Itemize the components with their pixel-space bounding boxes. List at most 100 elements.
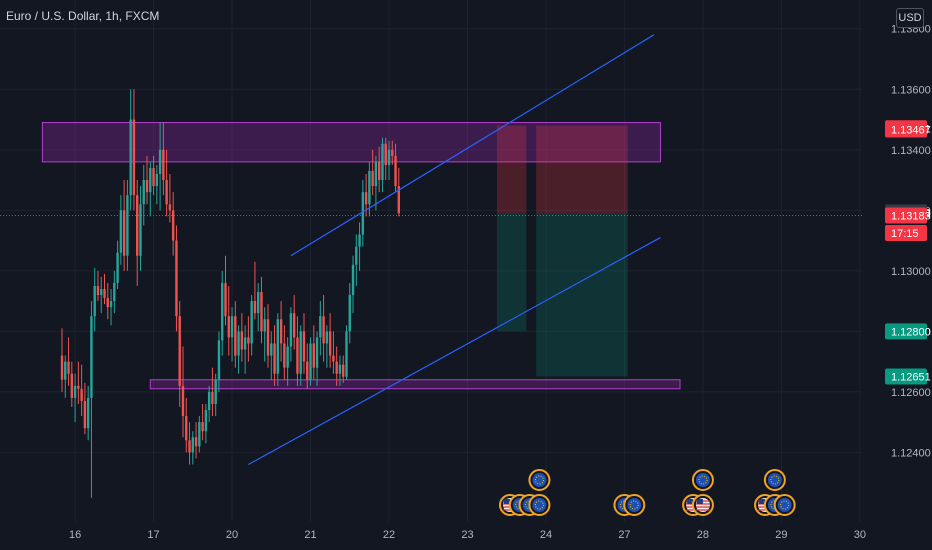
upper-channel-line[interactable] bbox=[290, 34, 655, 257]
candle-body bbox=[381, 143, 384, 181]
candle-body bbox=[185, 416, 188, 441]
candle-body bbox=[348, 295, 351, 332]
candle-body bbox=[299, 331, 302, 374]
price-badge: 1.13467 bbox=[885, 121, 931, 138]
price-badge: 1.12651 bbox=[885, 368, 931, 385]
candle-body bbox=[119, 210, 123, 253]
candle-body bbox=[113, 282, 116, 302]
candle-body bbox=[64, 361, 67, 380]
candle-body bbox=[342, 364, 345, 377]
price-tick-label: 1.13600 bbox=[891, 84, 931, 96]
time-tick-label: 16 bbox=[69, 529, 81, 541]
candle-body bbox=[361, 192, 365, 235]
candle-body bbox=[283, 343, 286, 368]
time-tick-label: 24 bbox=[540, 529, 552, 541]
candle-body bbox=[224, 282, 227, 317]
short-position-2-target-area[interactable] bbox=[536, 213, 628, 377]
candle-body bbox=[214, 379, 217, 404]
candle-body bbox=[132, 119, 136, 196]
candle-body bbox=[328, 331, 332, 356]
eu-flag-event-icon[interactable] bbox=[691, 469, 714, 491]
candle-body bbox=[322, 316, 325, 344]
candle-body bbox=[309, 343, 312, 380]
price-badge: 17:15 bbox=[885, 225, 927, 242]
candle-body bbox=[96, 285, 100, 296]
candle-body bbox=[106, 298, 109, 308]
price-badges: 1.134711.134671.131931.131891.1318317:15… bbox=[885, 120, 931, 385]
price-badge-label: 17:15 bbox=[891, 228, 919, 240]
candle-body bbox=[279, 319, 283, 344]
trendlines[interactable] bbox=[248, 34, 661, 466]
candle-body bbox=[80, 388, 83, 401]
candle-body bbox=[306, 361, 309, 380]
candle-body bbox=[109, 301, 113, 308]
price-axis-bg[interactable] bbox=[862, 0, 932, 550]
candle-body bbox=[221, 282, 224, 341]
candle-body bbox=[168, 204, 172, 211]
eu-flag-event-icon[interactable] bbox=[528, 469, 551, 491]
time-tick-label: 22 bbox=[383, 529, 395, 541]
economic-events[interactable] bbox=[498, 469, 796, 516]
time-axis[interactable]: 16 17 20 21 22 23 24 27 28 29 30 bbox=[0, 522, 866, 550]
time-tick-label: 27 bbox=[618, 529, 630, 541]
candle-body bbox=[253, 301, 257, 314]
symbol-title[interactable]: Euro / U.S. Dollar, 1h, FXCM bbox=[6, 9, 160, 23]
candle-body bbox=[83, 400, 87, 429]
candle-body bbox=[384, 143, 387, 165]
candle-body bbox=[234, 316, 237, 356]
candle-body bbox=[270, 343, 273, 356]
candle-body bbox=[155, 174, 159, 187]
price-tick-label: 1.13400 bbox=[891, 145, 931, 157]
candle-body bbox=[207, 391, 211, 411]
candle-body bbox=[149, 167, 152, 193]
candle-body bbox=[230, 316, 234, 338]
time-tick-label: 21 bbox=[304, 529, 316, 541]
us-flag-event-icon[interactable] bbox=[691, 494, 714, 516]
lower-channel-line[interactable] bbox=[248, 237, 661, 466]
short-position-1-target-area[interactable] bbox=[496, 213, 527, 332]
candle-body bbox=[122, 210, 126, 256]
candle-body bbox=[129, 119, 132, 196]
candle-body bbox=[217, 340, 221, 380]
candle-body bbox=[188, 440, 191, 453]
price-badge-label: 1.12651 bbox=[891, 371, 931, 383]
time-tick-label: 29 bbox=[775, 529, 787, 541]
candle-body bbox=[77, 385, 80, 389]
time-axis-bg[interactable] bbox=[0, 522, 862, 550]
candle-body bbox=[355, 246, 358, 265]
time-tick-label: 28 bbox=[697, 529, 709, 541]
candle-body bbox=[364, 192, 368, 205]
candle-body bbox=[358, 234, 361, 247]
candle-body bbox=[312, 343, 315, 368]
currency-button[interactable]: USD bbox=[896, 8, 924, 28]
candle-body bbox=[247, 337, 250, 344]
candle-body bbox=[165, 180, 168, 205]
positions[interactable] bbox=[496, 125, 628, 377]
eu-flag-event-icon[interactable] bbox=[763, 469, 786, 491]
candle-body bbox=[266, 319, 270, 356]
eu-flag-event-icon[interactable] bbox=[773, 494, 796, 516]
eu-flag-event-icon[interactable] bbox=[623, 494, 646, 516]
resistance-zone bbox=[41, 122, 661, 163]
candle-body bbox=[116, 252, 119, 283]
candle-body bbox=[397, 186, 401, 214]
price-axis[interactable]: 1.124001.126001.128001.130001.132001.134… bbox=[862, 0, 932, 550]
candle-body bbox=[289, 313, 293, 347]
time-tick-label: 23 bbox=[461, 529, 473, 541]
candle-body bbox=[171, 210, 175, 241]
candle-body bbox=[126, 195, 129, 256]
candle-body bbox=[211, 391, 214, 404]
eu-flag-event-icon[interactable] bbox=[528, 494, 551, 516]
candle-body bbox=[90, 316, 93, 398]
candle-body bbox=[325, 331, 329, 344]
short-position-1-stop-area[interactable] bbox=[496, 125, 527, 214]
candle-body bbox=[243, 337, 247, 350]
short-position-2-stop-area[interactable] bbox=[536, 125, 628, 214]
candle-body bbox=[145, 180, 149, 193]
candle-body bbox=[100, 288, 103, 296]
candle-body bbox=[250, 301, 253, 344]
candle-body bbox=[377, 161, 381, 181]
price-badge-label: 1.12800 bbox=[891, 326, 931, 338]
candle-body bbox=[142, 180, 145, 205]
